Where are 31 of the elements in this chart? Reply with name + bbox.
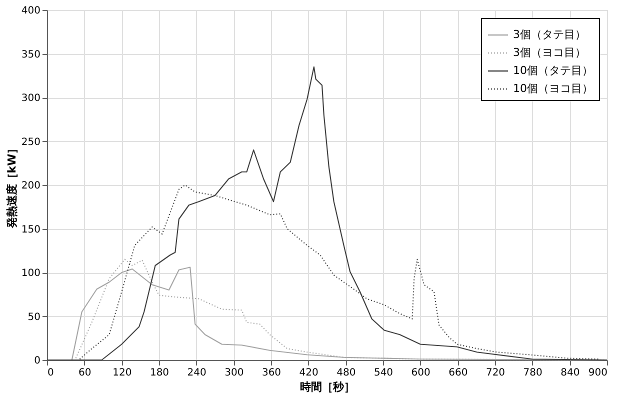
x-tick-label: 660 — [448, 368, 468, 378]
x-tick-label: 600 — [411, 368, 430, 378]
y-tick-label: 300 — [21, 93, 40, 104]
x-tick-label: 360 — [262, 368, 282, 378]
x-tick-label: 540 — [374, 368, 394, 378]
y-tick-label: 0 — [34, 356, 40, 366]
y-axis-title: 発熱速度［kW］ — [5, 142, 18, 230]
x-tick-label: 120 — [112, 368, 132, 378]
y-tick-label: 350 — [21, 49, 40, 60]
y-tick-label: 100 — [21, 268, 40, 279]
legend-label: 3個（ヨコ目） — [513, 46, 586, 59]
legend-label: 10個（タテ目） — [513, 64, 593, 77]
x-tick-label: 300 — [224, 368, 244, 378]
x-tick-label: 720 — [486, 368, 506, 378]
x-axis-title: 時間［秒］ — [300, 380, 355, 394]
x-tick-label: 780 — [523, 368, 542, 378]
y-tick-label: 400 — [21, 6, 40, 16]
y-tick-label: 150 — [21, 224, 40, 236]
x-tick-label: 420 — [299, 368, 318, 378]
x-tick-label: 240 — [187, 368, 206, 378]
x-tick-label: 900 — [588, 368, 608, 378]
y-tick-label: 200 — [21, 180, 40, 192]
x-tick-label: 0 — [48, 368, 54, 378]
x-tick-label: 60 — [78, 368, 92, 378]
legend-label: 10個（ヨコ目） — [513, 82, 593, 95]
legend-label: 3個（タテ目） — [513, 28, 586, 41]
y-tick-label: 50 — [28, 312, 40, 323]
x-tick-label: 480 — [336, 368, 356, 378]
y-tick-label: 250 — [21, 136, 40, 148]
x-tick-label: 840 — [560, 368, 580, 378]
x-tick-label: 180 — [150, 368, 170, 378]
